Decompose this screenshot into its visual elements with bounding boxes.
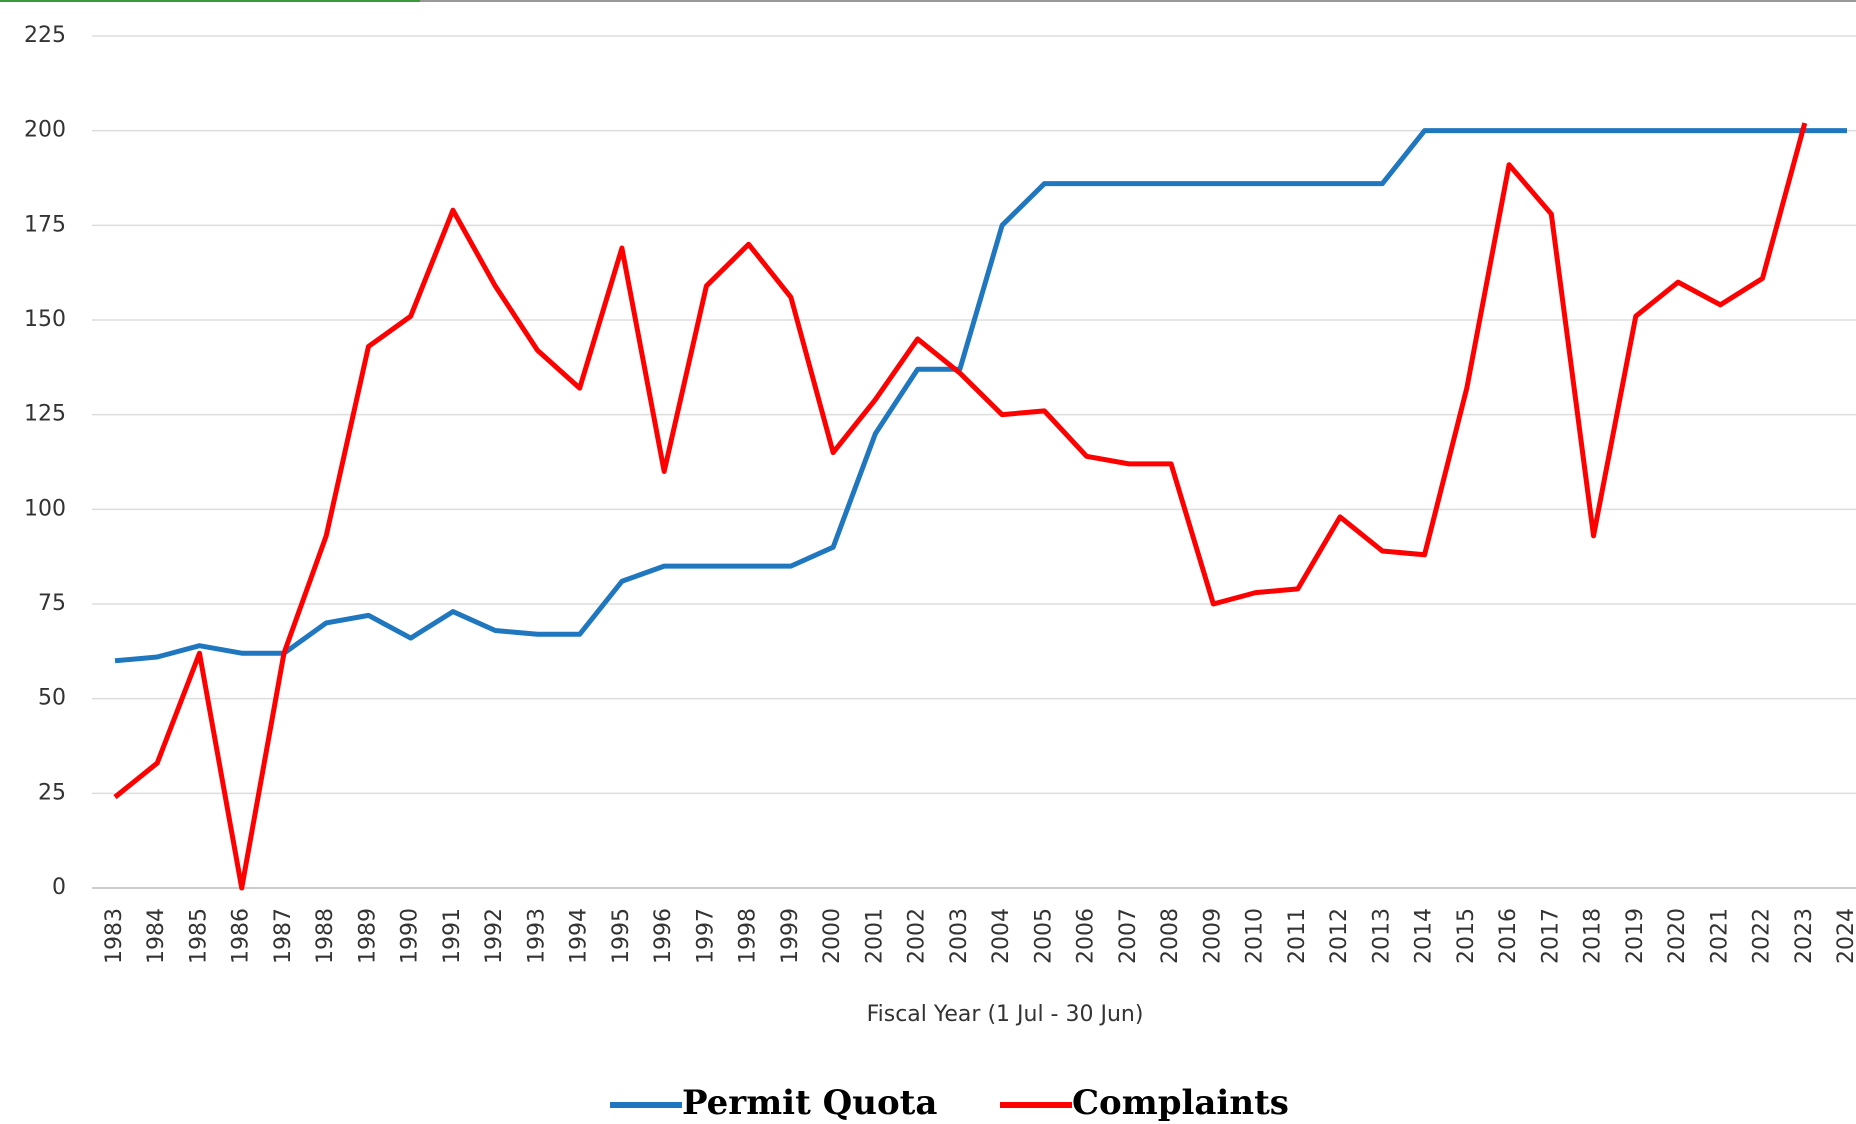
- y-tick-label: 25: [38, 780, 66, 805]
- legend-label: Complaints: [1072, 1083, 1289, 1123]
- x-tick-label: 2007: [1116, 908, 1141, 964]
- y-tick-label: 75: [38, 591, 66, 616]
- x-tick-label: 2009: [1200, 908, 1225, 964]
- y-tick-label: 125: [24, 402, 66, 427]
- x-tick-label: 2023: [1792, 908, 1817, 964]
- series-line: [113, 122, 1808, 891]
- y-tick-label: 150: [24, 307, 66, 332]
- y-tick-label: 50: [38, 686, 66, 711]
- x-tick-label: 2017: [1538, 908, 1563, 964]
- x-tick-label: 2003: [947, 908, 972, 964]
- x-tick-label: 2010: [1243, 908, 1268, 964]
- y-tick-label: 0: [52, 875, 66, 900]
- x-tick-label: 2021: [1707, 908, 1732, 964]
- x-tick-label: 2013: [1369, 908, 1394, 964]
- x-tick-label: 1997: [693, 908, 718, 964]
- x-tick-label: 1984: [144, 908, 169, 964]
- x-tick-label: 2014: [1412, 908, 1437, 964]
- x-tick-label: 1989: [355, 908, 380, 964]
- x-tick-label: 1987: [271, 908, 296, 964]
- x-tick-label: 2001: [862, 908, 887, 964]
- x-tick-label: 1998: [736, 908, 761, 964]
- x-tick-label: 1991: [440, 908, 465, 964]
- x-tick-label: 2002: [905, 908, 930, 964]
- x-tick-label: 2008: [1158, 908, 1183, 964]
- x-tick-label: 2024: [1834, 908, 1856, 964]
- y-tick-label: 100: [24, 496, 66, 521]
- x-tick-label: 2012: [1327, 908, 1352, 964]
- x-tick-label: 1990: [398, 908, 423, 964]
- x-tick-label: 2005: [1031, 908, 1056, 964]
- x-tick-label: 1993: [524, 908, 549, 964]
- x-tick-label: 1988: [313, 908, 338, 964]
- x-tick-label: 2006: [1074, 908, 1099, 964]
- x-tick-label: 2015: [1454, 908, 1479, 964]
- x-tick-label: 2022: [1750, 908, 1775, 964]
- x-tick-label: 1994: [567, 908, 592, 964]
- x-tick-label: 1986: [229, 908, 254, 964]
- y-tick-label: 200: [24, 118, 66, 143]
- legend-label: Permit Quota: [682, 1083, 937, 1123]
- x-tick-label: 2000: [820, 908, 845, 964]
- x-tick-label: 1985: [186, 908, 211, 964]
- x-tick-label: 2004: [989, 908, 1014, 964]
- x-tick-label: 2016: [1496, 908, 1521, 964]
- x-tick-label: 1983: [102, 908, 127, 964]
- x-tick-label: 2019: [1623, 908, 1648, 964]
- x-tick-label: 1995: [609, 908, 634, 964]
- y-tick-label: 175: [24, 212, 66, 237]
- x-tick-label: 1999: [778, 908, 803, 964]
- x-tick-label: 2011: [1285, 908, 1310, 964]
- x-axis-title: Fiscal Year (1 Jul - 30 Jun): [867, 1002, 1144, 1027]
- series-line: [114, 128, 1847, 664]
- x-tick-label: 1992: [482, 908, 507, 964]
- x-tick-label: 2020: [1665, 908, 1690, 964]
- x-tick-label: 2018: [1581, 908, 1606, 964]
- x-tick-label: 1996: [651, 908, 676, 964]
- y-tick-label: 225: [24, 23, 66, 48]
